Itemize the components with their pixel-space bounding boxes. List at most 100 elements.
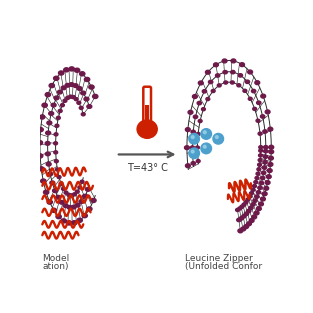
Ellipse shape [45,141,50,145]
Circle shape [201,143,212,154]
Ellipse shape [247,222,251,226]
Ellipse shape [251,203,255,206]
Ellipse shape [63,204,68,208]
Ellipse shape [71,205,76,209]
FancyBboxPatch shape [146,105,149,121]
Ellipse shape [255,177,259,180]
Ellipse shape [242,214,246,218]
Ellipse shape [259,202,264,206]
Ellipse shape [69,83,74,86]
Ellipse shape [256,172,260,175]
Ellipse shape [46,131,51,135]
Ellipse shape [74,68,80,72]
Ellipse shape [70,194,74,197]
Circle shape [203,131,206,134]
Ellipse shape [248,195,252,198]
Ellipse shape [241,227,246,231]
Ellipse shape [261,171,266,175]
Ellipse shape [240,63,244,67]
Ellipse shape [213,63,218,67]
Ellipse shape [54,142,58,145]
Ellipse shape [230,81,234,84]
FancyBboxPatch shape [143,87,151,122]
Ellipse shape [44,190,49,194]
Ellipse shape [263,130,267,133]
Ellipse shape [202,90,207,93]
Ellipse shape [269,150,274,154]
Ellipse shape [58,109,62,112]
Ellipse shape [242,203,246,206]
Ellipse shape [47,200,52,204]
Ellipse shape [49,84,54,88]
Ellipse shape [87,207,92,211]
Ellipse shape [59,200,64,204]
Ellipse shape [69,95,72,98]
Ellipse shape [79,106,83,110]
Ellipse shape [61,86,66,90]
Text: T=43° C: T=43° C [127,163,167,173]
Ellipse shape [39,115,45,119]
Ellipse shape [80,180,84,183]
Ellipse shape [264,150,268,153]
Ellipse shape [238,229,243,233]
Ellipse shape [42,103,47,107]
Circle shape [215,136,218,139]
Ellipse shape [45,93,50,97]
Ellipse shape [269,145,274,149]
Ellipse shape [66,221,72,225]
Ellipse shape [256,119,260,122]
Ellipse shape [193,115,198,119]
Ellipse shape [77,101,81,104]
Ellipse shape [188,110,193,114]
Circle shape [203,145,206,148]
Ellipse shape [50,181,55,185]
Ellipse shape [191,162,195,165]
Ellipse shape [82,213,87,218]
Ellipse shape [51,103,56,107]
Ellipse shape [64,68,69,72]
Ellipse shape [63,99,67,102]
Text: Leucine Zipper: Leucine Zipper [184,254,252,264]
Ellipse shape [55,168,59,171]
Ellipse shape [268,127,273,131]
Ellipse shape [38,154,43,158]
Ellipse shape [217,84,221,87]
Ellipse shape [66,96,69,100]
Ellipse shape [48,172,53,176]
Ellipse shape [244,225,249,228]
Ellipse shape [73,84,78,87]
Ellipse shape [240,205,244,208]
Ellipse shape [248,97,252,100]
Ellipse shape [192,95,197,99]
Ellipse shape [45,152,50,156]
Ellipse shape [85,187,90,191]
Ellipse shape [251,188,255,191]
Ellipse shape [215,74,220,77]
Ellipse shape [259,154,262,157]
Ellipse shape [55,124,59,127]
Ellipse shape [258,132,262,135]
Ellipse shape [72,221,77,225]
Ellipse shape [190,146,195,149]
Ellipse shape [137,120,157,138]
Ellipse shape [77,87,82,90]
Ellipse shape [56,116,60,120]
Ellipse shape [237,84,241,87]
Ellipse shape [256,191,261,194]
Ellipse shape [263,161,267,164]
Ellipse shape [198,81,203,85]
Ellipse shape [255,81,260,85]
Ellipse shape [91,198,96,203]
Ellipse shape [79,200,84,203]
Ellipse shape [80,72,85,76]
Text: (Unfolded Confor: (Unfolded Confor [184,262,262,271]
Ellipse shape [64,191,68,194]
Ellipse shape [57,176,61,179]
Ellipse shape [258,186,262,189]
Ellipse shape [249,192,253,195]
Ellipse shape [67,193,71,196]
Ellipse shape [258,159,262,162]
Ellipse shape [252,215,257,219]
Ellipse shape [51,208,57,212]
Ellipse shape [93,95,98,99]
